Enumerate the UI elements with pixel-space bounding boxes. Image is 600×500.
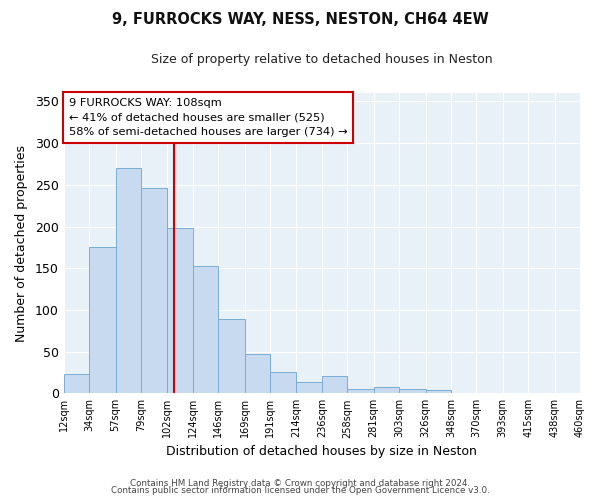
- Bar: [296, 382, 322, 394]
- Bar: [347, 389, 374, 394]
- Bar: [399, 389, 425, 394]
- Bar: [218, 319, 245, 394]
- Bar: [64, 374, 89, 394]
- Bar: [374, 386, 399, 394]
- Text: 9 FURROCKS WAY: 108sqm
← 41% of detached houses are smaller (525)
58% of semi-de: 9 FURROCKS WAY: 108sqm ← 41% of detached…: [69, 98, 347, 137]
- Bar: [89, 248, 116, 394]
- X-axis label: Distribution of detached houses by size in Neston: Distribution of detached houses by size …: [166, 444, 477, 458]
- Text: 9, FURROCKS WAY, NESS, NESTON, CH64 4EW: 9, FURROCKS WAY, NESS, NESTON, CH64 4EW: [112, 12, 488, 28]
- Bar: [322, 376, 347, 394]
- Bar: [193, 266, 218, 394]
- Title: Size of property relative to detached houses in Neston: Size of property relative to detached ho…: [151, 52, 493, 66]
- Bar: [425, 390, 451, 394]
- Bar: [116, 168, 141, 394]
- Text: Contains HM Land Registry data © Crown copyright and database right 2024.: Contains HM Land Registry data © Crown c…: [130, 478, 470, 488]
- Bar: [167, 228, 193, 394]
- Text: Contains public sector information licensed under the Open Government Licence v3: Contains public sector information licen…: [110, 486, 490, 495]
- Bar: [141, 188, 167, 394]
- Y-axis label: Number of detached properties: Number of detached properties: [15, 144, 28, 342]
- Bar: [270, 372, 296, 394]
- Bar: [245, 354, 270, 394]
